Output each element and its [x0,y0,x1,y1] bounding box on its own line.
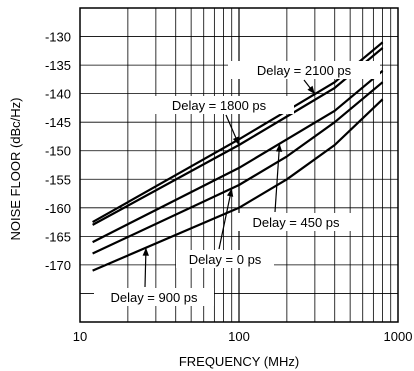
annotation-arrow [218,188,233,250]
plot-frame [79,7,399,323]
grid [80,8,398,322]
annotation-arrowhead [275,143,283,152]
y-tick-label: -165 [45,229,71,244]
y-tick-label: -140 [45,87,71,102]
tick-labels: 10 100 1000 -130 -135 -140 -145 -150 -155 -160 -16… [45,30,412,344]
annotation-label-bg [228,61,380,79]
x-tick-label: 100 [228,329,250,344]
annotation-arrowhead [232,136,239,146]
annotation-label: Delay = 1800 ps [172,98,267,113]
annotation-label-bg [94,288,214,306]
series-line [92,81,384,255]
x-axis-label: FREQUENCY (MHz) [179,354,299,369]
annotation-label: Delay = 2100 ps [257,63,352,78]
annotation-label-bg [236,213,356,231]
y-tick-label: -145 [45,115,71,130]
annotations: Delay = 2100 ps Delay = 1800 ps Delay = 45… [94,61,380,306]
x-tick-label: 1000 [384,329,413,344]
y-tick-label: -160 [45,201,71,216]
y-tick-label: -150 [45,144,71,159]
y-tick-label: -130 [45,30,71,45]
series-line [92,69,384,244]
y-tick-label: -135 [45,58,71,73]
annotation-arrowhead [142,247,149,256]
annotation-label: Delay = 450 ps [252,215,340,230]
y-tick-label: -155 [45,172,71,187]
x-tick-label: 10 [73,329,87,344]
annotation-arrowhead [307,85,315,95]
annotation-label: Delay = 900 ps [110,290,198,305]
annotation-label-bg [144,96,294,114]
y-tick-label: -170 [45,258,71,273]
series-line [92,98,384,272]
annotation-arrow [274,143,281,213]
annotation-label: Delay = 0 ps [189,252,262,267]
y-axis-label: NOISE FLOOR (dBc/Hz) [8,97,23,240]
annotation-label-bg [176,250,274,268]
annotation-arrowhead [226,188,234,197]
